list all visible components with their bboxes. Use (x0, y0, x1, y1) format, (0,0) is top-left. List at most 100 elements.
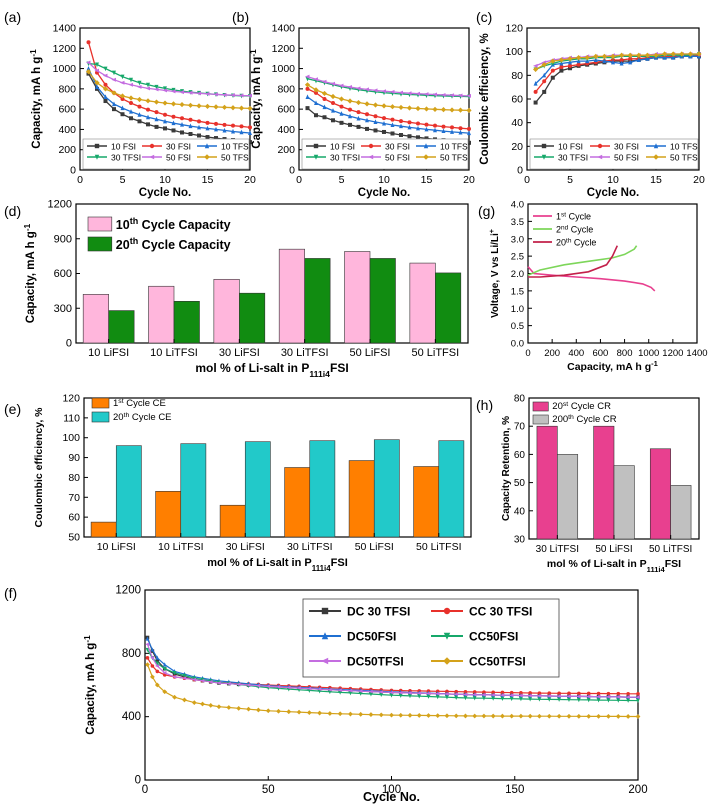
y-tick-label: 0 (70, 165, 76, 177)
legend-swatch (91, 411, 110, 423)
data-point (407, 691, 412, 695)
data-point (606, 698, 611, 703)
data-point (441, 128, 446, 134)
data-point (364, 101, 370, 107)
data-point (636, 57, 641, 62)
data-point (619, 60, 624, 66)
data-point (491, 696, 495, 701)
legend-marker (321, 657, 329, 665)
bar-d-10th-cycle-capacity (82, 294, 109, 344)
data-point (463, 713, 468, 719)
data-point (120, 112, 125, 117)
chart-f: 0 400 800 1200 0 50 100 150 200 Cycle No. Capacity… (4, 585, 648, 805)
data-point (615, 695, 621, 699)
data-point (378, 690, 384, 694)
data-point (103, 66, 108, 72)
data-point (472, 713, 478, 719)
data-point (154, 664, 160, 668)
data-point (145, 647, 150, 653)
y-tick-label: 600 (54, 268, 72, 280)
data-point (137, 119, 142, 124)
data-point (472, 690, 477, 694)
data-point (170, 89, 176, 94)
legend-label: 20th Cycle Capacity (116, 236, 231, 252)
data-point (204, 91, 210, 96)
panel-label: (f) (4, 585, 17, 601)
data-point (213, 92, 218, 97)
legend-marker (541, 154, 547, 160)
data-point (467, 126, 471, 131)
data-point (628, 59, 633, 65)
legend-label: CC50FSI (469, 630, 518, 644)
data-point (679, 51, 685, 57)
bar-h-20st-cycle-cr (593, 425, 615, 540)
data-point (559, 68, 564, 73)
y-tick-label: 60 (514, 450, 526, 461)
data-point (191, 700, 197, 706)
data-point (625, 695, 630, 699)
data-point (246, 706, 251, 712)
data-point (305, 86, 310, 91)
series-1st-cycle (527, 266, 656, 292)
data-point (518, 693, 523, 698)
data-point (533, 89, 538, 94)
x-tick-label: 1000 (638, 348, 659, 359)
series-line (87, 42, 251, 129)
data-point (231, 123, 235, 128)
data-point (111, 77, 116, 82)
y-tick-label: 80 (514, 394, 526, 405)
data-point (636, 692, 640, 696)
data-point (626, 698, 630, 703)
data-point (568, 66, 572, 71)
data-point (155, 658, 160, 663)
x-tick-label: 5 (339, 174, 345, 186)
y-axis-label: Capacity, mA h g-1 (29, 49, 44, 149)
bar-e-20th-cycle-ce (309, 440, 336, 538)
legend-marker (94, 154, 100, 160)
data-point (586, 698, 591, 703)
x-tick-label: 10 (159, 174, 171, 186)
data-point (155, 655, 160, 660)
data-point (313, 77, 318, 82)
data-point (601, 53, 607, 59)
data-point (304, 82, 311, 88)
legend-marker (597, 143, 603, 149)
data-point (348, 107, 352, 112)
data-point (546, 694, 552, 698)
data-point (347, 98, 353, 104)
data-point (230, 105, 236, 111)
legend-label: 30 TFSI (330, 153, 360, 163)
legend-marker (149, 154, 155, 160)
y-tick-label: 1.5 (511, 286, 524, 297)
data-point (382, 120, 386, 126)
panel-label: (d) (4, 203, 21, 219)
data-point (467, 130, 471, 136)
x-axis-label: Cycle No. (363, 790, 420, 804)
data-point (416, 713, 422, 718)
data-point (197, 124, 201, 130)
data-point (296, 686, 301, 690)
data-point (441, 124, 446, 129)
data-point (509, 713, 515, 719)
data-point (248, 130, 252, 135)
data-point (226, 705, 232, 710)
data-point (606, 714, 611, 719)
data-point (150, 664, 155, 668)
data-point (339, 111, 344, 116)
data-point (154, 682, 160, 688)
data-point (463, 696, 468, 701)
data-point (556, 694, 561, 698)
data-point (119, 80, 125, 85)
data-point (112, 101, 116, 107)
data-point (248, 125, 252, 130)
data-point (286, 685, 291, 690)
data-point (559, 65, 564, 70)
series-line (88, 62, 251, 97)
data-point (481, 693, 486, 697)
data-point (170, 101, 177, 107)
x-tick-label: 200 (544, 348, 560, 359)
data-point (435, 695, 440, 700)
bar-d-10th-cycle-capacity (344, 251, 371, 344)
series-30-tfsi (86, 61, 252, 99)
category-label: 30 LiTFSI (536, 544, 579, 555)
